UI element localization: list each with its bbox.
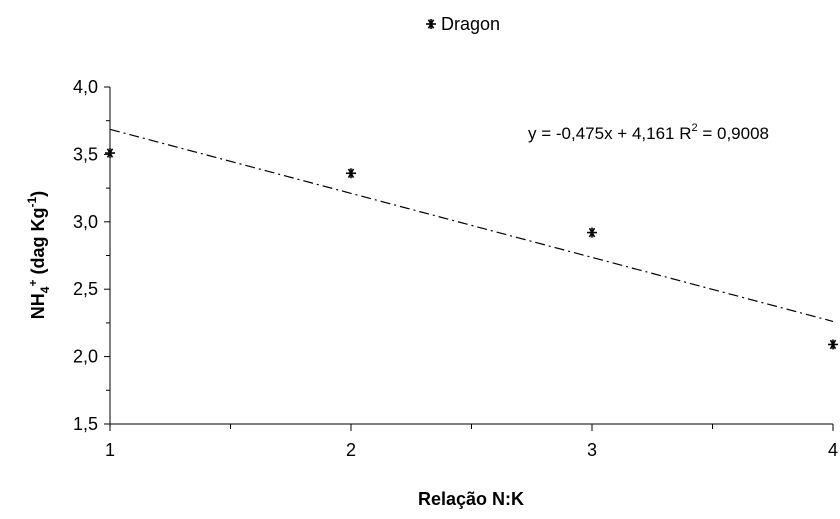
y-axis-title-unit-close: ) bbox=[28, 191, 48, 197]
trendline bbox=[109, 128, 834, 322]
x-axis-title: Relação N:K bbox=[418, 489, 524, 509]
y-tick-label: 2,0 bbox=[73, 347, 98, 367]
y-axis-title-superscript: + bbox=[26, 279, 40, 286]
data-point-dragon bbox=[828, 339, 838, 350]
trendline-equation: y = -0,475x + 4,161 R2 = 0,9008 bbox=[528, 122, 769, 143]
y-tick-label: 3,5 bbox=[73, 144, 98, 164]
y-tick-label: 2,5 bbox=[73, 279, 98, 299]
x-tick-label: 4 bbox=[828, 440, 838, 460]
data-point-dragon bbox=[587, 227, 597, 238]
y-axis-title-subscript: 4 bbox=[38, 286, 52, 293]
legend-label-dragon: Dragon bbox=[441, 14, 500, 34]
axis-ticks bbox=[104, 86, 834, 431]
legend-asterisk-marker-icon bbox=[426, 19, 436, 29]
data-point-dragon bbox=[105, 148, 115, 159]
x-tick-label: 3 bbox=[587, 440, 597, 460]
legend-asterisk-glyph bbox=[426, 19, 436, 29]
y-axis-title-unit: (dag Kg bbox=[28, 207, 48, 279]
y-tick-label: 3,0 bbox=[73, 212, 98, 232]
y-tick-label: 1,5 bbox=[73, 414, 98, 434]
axis-tick-labels: 1,5 2,0 2,5 3,0 3,5 4,0 1 2 3 4 bbox=[73, 77, 838, 460]
x-tick-label: 1 bbox=[105, 440, 115, 460]
y-axis-title-unit-superscript: -1 bbox=[25, 196, 39, 207]
y-axis-title-base: NH bbox=[28, 293, 48, 319]
y-axis-title: NH4+ (dag Kg-1) bbox=[25, 191, 52, 319]
trendline-equation-main: y = -0,475x + 4,161 R bbox=[528, 124, 692, 143]
y-tick-label: 4,0 bbox=[73, 77, 98, 97]
trendline-equation-r2-superscript: 2 bbox=[692, 122, 698, 134]
data-points bbox=[105, 148, 838, 350]
legend: Dragon bbox=[426, 14, 500, 34]
trendline-equation-tail: = 0,9008 bbox=[698, 124, 769, 143]
data-point-dragon bbox=[346, 168, 356, 179]
x-tick-label: 2 bbox=[346, 440, 356, 460]
